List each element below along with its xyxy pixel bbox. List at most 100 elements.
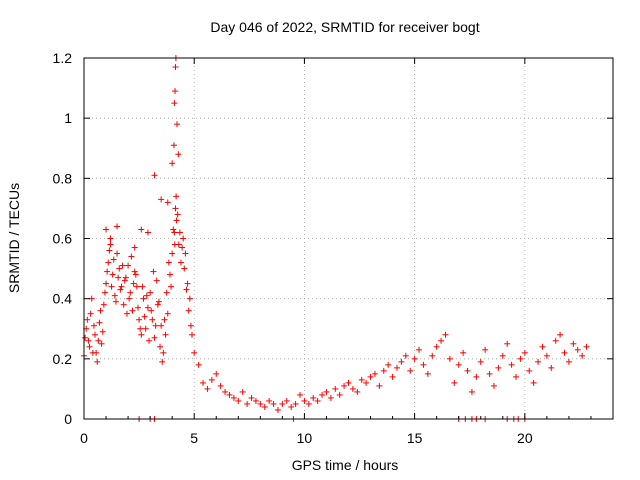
data-point — [385, 361, 392, 368]
data-point — [175, 151, 182, 158]
data-point — [138, 331, 145, 338]
data-point — [141, 313, 148, 320]
x-tick-label: 20 — [517, 430, 533, 446]
data-point — [477, 358, 484, 365]
data-points — [81, 55, 590, 422]
data-point — [213, 370, 220, 377]
data-point — [179, 244, 186, 251]
data-point — [163, 289, 170, 296]
data-point — [144, 229, 151, 236]
data-point — [146, 337, 153, 344]
data-point — [108, 283, 115, 290]
data-point — [98, 340, 105, 347]
data-point — [107, 241, 114, 248]
data-point — [159, 358, 166, 365]
y-axis-label: SRMTID / TECUs — [6, 183, 22, 293]
data-point — [172, 88, 179, 95]
data-point — [147, 289, 154, 296]
data-point — [371, 370, 378, 377]
data-point — [442, 331, 449, 338]
data-point — [446, 355, 453, 362]
data-point — [230, 394, 237, 401]
data-point — [153, 277, 160, 284]
data-point — [561, 349, 568, 356]
data-point — [180, 235, 187, 242]
data-point — [148, 307, 155, 314]
data-point — [172, 205, 179, 212]
data-point — [521, 349, 528, 356]
data-point — [120, 301, 127, 308]
data-point — [222, 388, 229, 395]
y-tick-label: 1.2 — [53, 50, 73, 66]
data-point — [90, 322, 97, 329]
data-point — [138, 226, 145, 233]
data-point — [144, 304, 151, 311]
data-point — [548, 364, 555, 371]
data-point — [174, 211, 181, 218]
data-point — [173, 193, 180, 200]
data-point — [173, 217, 180, 224]
data-point — [460, 349, 467, 356]
data-point — [204, 385, 211, 392]
data-point — [125, 262, 132, 269]
data-point — [109, 271, 116, 278]
data-point — [248, 394, 255, 401]
y-tick-label: 0.2 — [53, 351, 73, 367]
data-point — [86, 343, 93, 350]
data-point — [176, 229, 183, 236]
data-point — [123, 310, 130, 317]
data-point — [172, 64, 179, 71]
data-point — [301, 397, 308, 404]
x-axis-label: GPS time / hours — [292, 457, 399, 473]
data-point — [451, 379, 458, 386]
data-point — [354, 388, 361, 395]
data-point — [389, 373, 396, 380]
data-point — [119, 262, 126, 269]
data-point — [191, 349, 198, 356]
data-point — [131, 268, 138, 275]
grid-lines — [84, 58, 613, 419]
data-point — [143, 292, 150, 299]
data-point — [482, 346, 489, 353]
data-point — [266, 397, 273, 404]
data-point — [314, 397, 321, 404]
data-point — [508, 361, 515, 368]
y-tick-label: 0.6 — [53, 231, 73, 247]
data-point — [189, 331, 196, 338]
data-point — [114, 223, 121, 230]
data-point — [154, 301, 161, 308]
data-point — [130, 280, 137, 287]
data-point — [105, 259, 112, 266]
y-tick-label: 0.4 — [53, 291, 73, 307]
data-point — [195, 361, 202, 368]
data-point — [565, 358, 572, 365]
data-point — [552, 337, 559, 344]
data-point — [142, 325, 149, 332]
x-tick-label: 15 — [407, 430, 423, 446]
data-point — [495, 364, 502, 371]
data-point — [420, 361, 427, 368]
data-point — [157, 343, 164, 350]
y-tick-label: 0.8 — [53, 170, 73, 186]
data-point — [160, 349, 167, 356]
data-point — [152, 322, 159, 329]
data-point — [517, 355, 524, 362]
data-point — [158, 322, 165, 329]
data-point — [104, 268, 111, 275]
data-point — [235, 397, 242, 404]
y-tick-label: 0 — [64, 411, 72, 427]
data-point — [110, 256, 117, 263]
data-point — [170, 226, 177, 233]
data-point — [270, 400, 277, 407]
chart-title: Day 046 of 2022, SRMTID for receiver bog… — [210, 19, 479, 35]
data-point — [288, 403, 295, 410]
data-point — [305, 400, 312, 407]
data-point — [279, 400, 286, 407]
data-point — [121, 277, 128, 284]
data-point — [169, 160, 176, 167]
data-point — [398, 358, 405, 365]
data-point — [94, 358, 101, 365]
data-point — [99, 328, 106, 335]
data-point — [530, 379, 537, 386]
data-point — [416, 346, 423, 353]
